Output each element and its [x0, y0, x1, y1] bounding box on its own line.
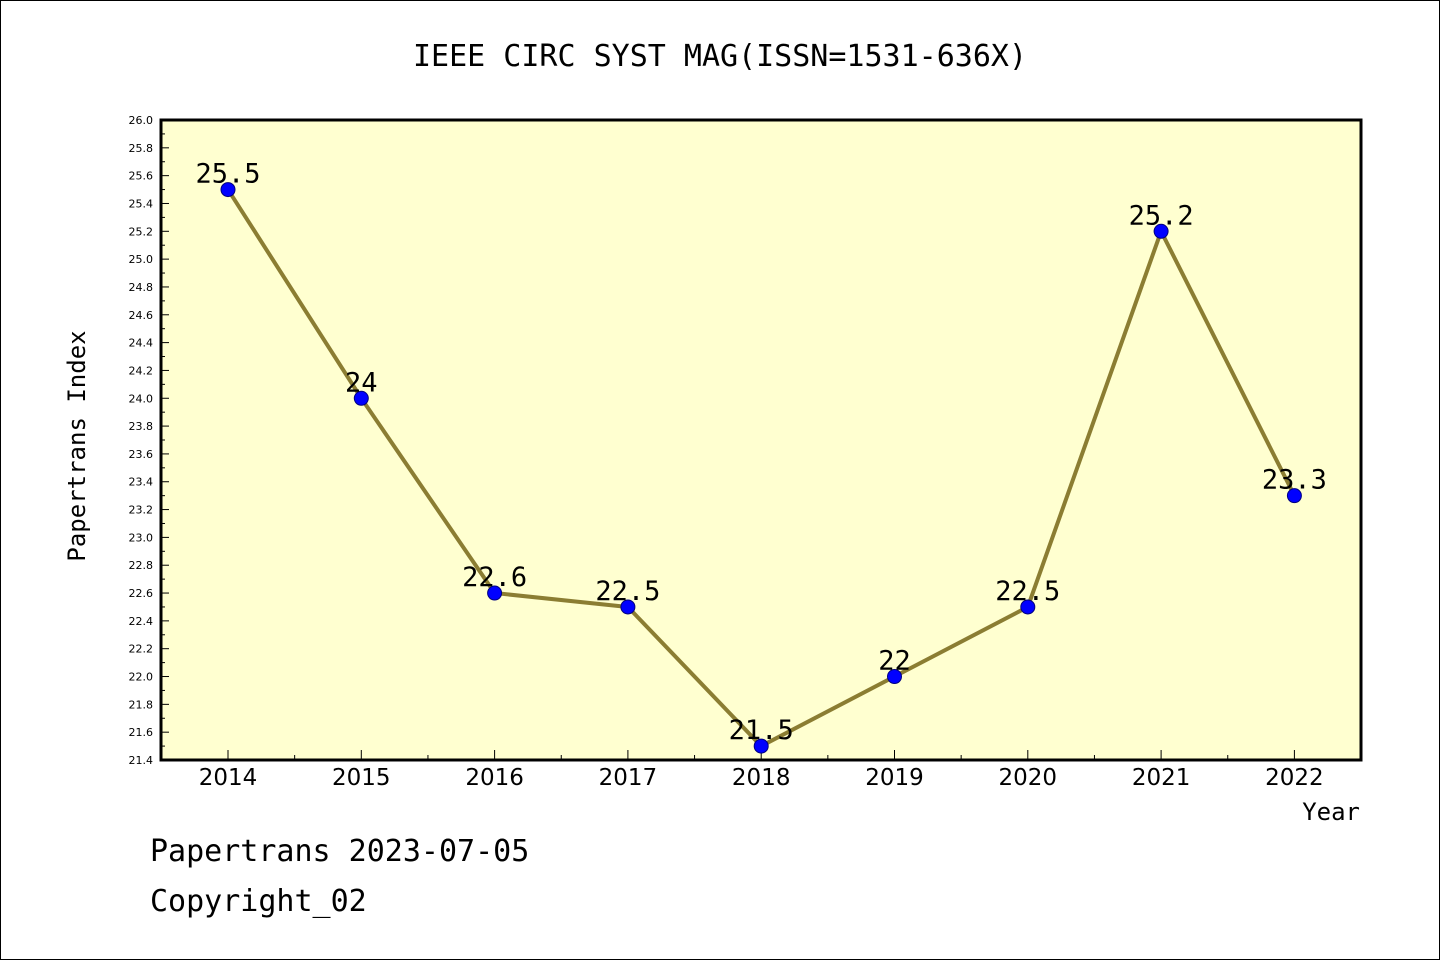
x-tick-label: 2020 — [999, 765, 1058, 791]
data-point — [1020, 599, 1036, 615]
y-tick-label: 25.8 — [129, 142, 154, 155]
chart-title: IEEE CIRC SYST MAG(ISSN=1531-636X) — [413, 39, 1027, 74]
y-tick-label: 24.4 — [129, 337, 154, 350]
data-label: 22.5 — [995, 576, 1060, 607]
series-markers — [220, 182, 1302, 754]
data-label: 25.2 — [1129, 200, 1194, 231]
x-tick-label: 2019 — [865, 765, 924, 791]
y-tick-label: 24.0 — [129, 392, 154, 405]
data-point — [353, 390, 369, 406]
y-tick-label: 22.0 — [129, 671, 154, 684]
y-tick-label: 21.6 — [129, 726, 154, 739]
y-tick-label: 22.6 — [129, 587, 154, 600]
y-tick-label: 25.0 — [129, 253, 154, 266]
data-point — [620, 599, 636, 615]
data-point — [887, 669, 902, 685]
x-tick-label: 2021 — [1132, 765, 1191, 791]
y-tick-label: 24.8 — [129, 281, 154, 294]
y-axis-label: Papertrans Index — [63, 330, 91, 561]
y-tick-label: 21.8 — [129, 698, 154, 711]
data-labels: 25.5 24 22.6 22.5 21.5 22 22.5 25.2 23.3 — [195, 159, 1326, 747]
x-tick-label: 2018 — [732, 765, 791, 791]
y-tick-label: 23.0 — [129, 531, 154, 544]
y-tick-label: 25.6 — [129, 170, 154, 183]
data-label: 25.5 — [195, 159, 260, 190]
data-point — [753, 738, 769, 754]
data-label: 22.5 — [595, 576, 660, 607]
data-point — [1153, 223, 1169, 239]
footer-copyright: Copyright_02 — [150, 884, 367, 919]
y-tick-label: 23.8 — [129, 420, 154, 433]
y-tick-label: 24.2 — [129, 364, 154, 377]
y-tick-label: 21.4 — [129, 754, 154, 767]
data-label: 24 — [345, 367, 378, 398]
y-tick-label: 24.6 — [129, 309, 154, 322]
y-tick-label: 23.2 — [129, 504, 154, 517]
y-tick-label: 26.0 — [129, 114, 154, 127]
data-label: 21.5 — [729, 715, 794, 746]
y-tick-label: 22.4 — [129, 615, 154, 628]
y-tick-label: 23.6 — [129, 448, 154, 461]
x-tick-label: 2017 — [599, 765, 658, 791]
y-tick-label: 25.4 — [129, 197, 154, 210]
y-tick-label: 22.2 — [129, 643, 154, 656]
data-point — [487, 585, 503, 601]
y-tick-label: 23.4 — [129, 476, 154, 489]
axis-ticks: 21.4 21.6 21.8 22.0 22.2 22.4 22.6 22.8 23.0 23.2… — [129, 114, 1324, 791]
x-tick-label: 2022 — [1265, 765, 1324, 791]
x-tick-label: 2014 — [199, 765, 258, 791]
x-tick-label: 2015 — [332, 765, 391, 791]
x-axis-label: Year — [1302, 798, 1360, 826]
data-point — [220, 182, 236, 198]
x-tick-label: 2016 — [465, 765, 524, 791]
data-label: 22.6 — [462, 562, 527, 593]
footer-date: Papertrans 2023-07-05 — [150, 834, 530, 869]
y-tick-label: 22.8 — [129, 559, 154, 572]
data-point — [1286, 488, 1302, 504]
data-label: 22 — [878, 646, 911, 677]
y-tick-label: 25.2 — [129, 225, 154, 238]
data-label: 23.3 — [1262, 465, 1327, 496]
